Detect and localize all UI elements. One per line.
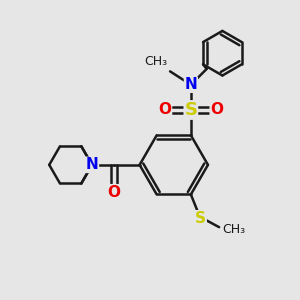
Text: N: N: [86, 158, 98, 172]
Text: CH₃: CH₃: [223, 223, 246, 236]
Text: S: S: [195, 211, 206, 226]
Text: O: O: [107, 185, 120, 200]
Text: S: S: [184, 101, 197, 119]
Text: O: O: [210, 103, 223, 118]
Text: O: O: [158, 103, 172, 118]
Text: N: N: [184, 77, 197, 92]
Text: CH₃: CH₃: [145, 55, 168, 68]
